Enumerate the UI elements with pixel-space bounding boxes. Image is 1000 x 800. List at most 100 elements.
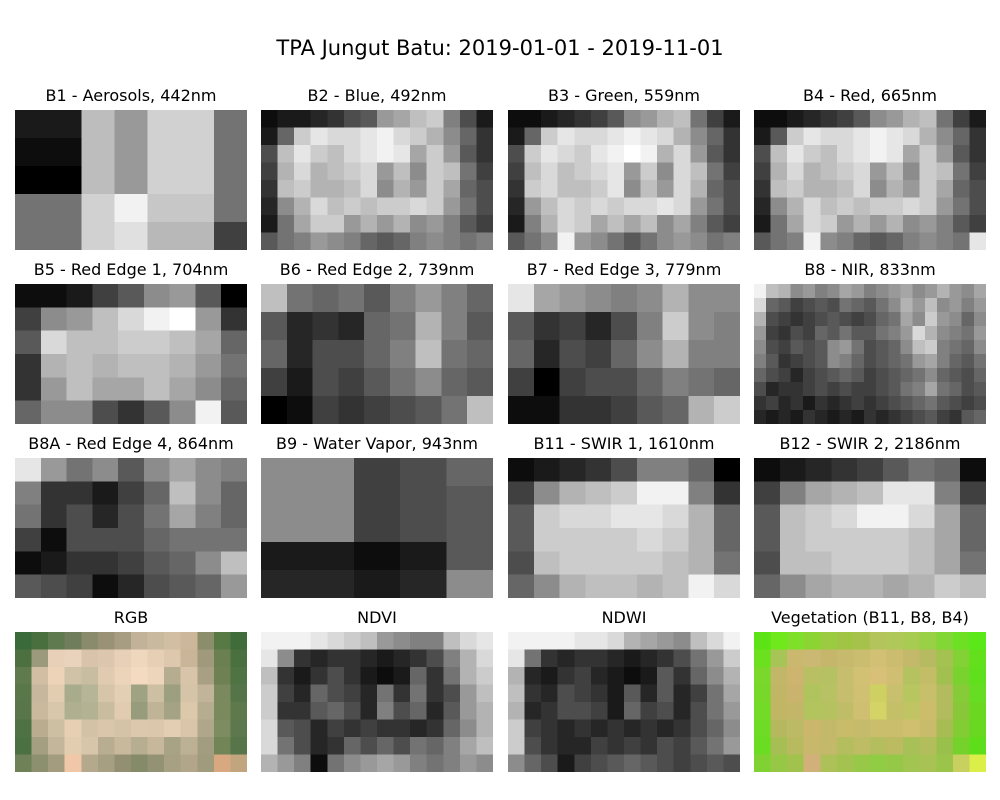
pixel-cell	[574, 215, 592, 234]
pixel-cell	[360, 737, 378, 756]
pixel-cell	[961, 326, 975, 341]
pixel-cell	[377, 719, 395, 738]
pixel-cell	[48, 702, 66, 721]
pixel-cell	[261, 570, 308, 598]
pixel-cell	[714, 574, 740, 598]
pixel-cell	[919, 127, 937, 146]
pixel-cell	[770, 145, 788, 164]
pixel-cell	[836, 215, 855, 234]
pixel-cell	[611, 368, 638, 397]
pixel-cell	[261, 284, 288, 313]
pixel-cell	[851, 340, 865, 355]
pixel-cell	[294, 127, 312, 146]
pixel-cell	[936, 719, 954, 738]
panel-title-b8a-red-edge-4-864nm: B8A - Red Edge 4, 864nm	[28, 434, 234, 453]
pixel-cell	[169, 400, 197, 424]
pixel-cell	[410, 197, 428, 216]
pixel-cell	[443, 737, 461, 756]
pixel-cell	[937, 382, 950, 397]
pixel-cell	[393, 702, 411, 721]
pixel-cell	[221, 458, 247, 482]
pixel-cell	[343, 737, 362, 756]
pixel-cell	[919, 719, 937, 738]
pixel-cell	[673, 632, 691, 651]
pixel-cell	[754, 632, 772, 651]
pixel-cell	[714, 551, 740, 576]
panel-title-b3-green-559nm: B3 - Green, 559nm	[548, 86, 700, 105]
pixel-cell	[754, 481, 781, 506]
pixel-cell	[508, 737, 526, 756]
pixel-cell	[15, 702, 33, 721]
pixel-cell	[673, 667, 691, 686]
pixel-cell	[919, 754, 937, 772]
pixel-cell	[766, 396, 780, 411]
pixel-cell	[851, 368, 865, 383]
pixel-cell	[912, 368, 926, 383]
pixel-cell	[714, 312, 740, 341]
pixel-cell	[195, 458, 222, 482]
pixel-cell	[937, 410, 950, 424]
pixel-cell	[389, 340, 417, 369]
pixel-cell	[277, 684, 295, 703]
pixel-cell	[779, 481, 807, 506]
pixel-cell	[673, 754, 691, 772]
pixel-cell	[338, 396, 365, 424]
pixel-cell	[443, 215, 461, 234]
pixel-cell	[662, 284, 690, 313]
pixel-cell	[230, 719, 247, 738]
pixel-cell	[882, 481, 910, 506]
pixel-cell	[636, 504, 664, 529]
pixel-cell	[839, 368, 853, 383]
pixel-cell	[723, 684, 740, 703]
pixel-cell	[15, 574, 42, 598]
pixel-cell	[836, 667, 855, 686]
pixel-cell	[327, 197, 345, 216]
pixel-cell	[48, 166, 82, 195]
pixel-cell	[574, 197, 592, 216]
pixel-cell	[143, 504, 171, 529]
pixel-cell	[787, 110, 805, 129]
pixel-cell	[143, 574, 171, 598]
pixel-cell	[657, 162, 675, 181]
pixel-cell	[770, 754, 788, 772]
pixel-cell	[426, 649, 444, 668]
pixel-cell	[908, 574, 936, 598]
pixel-cell	[790, 368, 804, 383]
pixel-cell	[706, 110, 725, 129]
pixel-cell	[307, 542, 355, 571]
pixel-cell	[353, 458, 401, 487]
pixel-cell	[180, 737, 198, 756]
pixel-cell	[92, 284, 119, 308]
pixel-cell	[770, 702, 788, 721]
pixel-cell	[662, 458, 690, 482]
pixel-cell	[754, 649, 772, 668]
pixel-cell	[863, 382, 877, 397]
pixel-cell	[836, 180, 855, 199]
pixel-cell	[839, 396, 853, 411]
pixel-cell	[459, 684, 478, 703]
pixel-cell	[919, 110, 937, 129]
pixel-cell	[624, 197, 642, 216]
pixel-cell	[15, 458, 42, 482]
pixel-cell	[15, 377, 42, 402]
pixel-cell	[590, 719, 609, 738]
pixel-cell	[934, 574, 961, 598]
pixel-cell	[949, 298, 963, 313]
panel-title-vegetation-b11-b8-b4: Vegetation (B11, B8, B4)	[771, 608, 969, 627]
pixel-cell	[169, 354, 197, 378]
pixel-cell	[343, 127, 362, 146]
pixel-cell	[853, 145, 871, 164]
pixel-cell	[723, 232, 740, 250]
pixel-cell	[839, 340, 853, 355]
pixel-cell	[195, 551, 222, 576]
pixel-cell	[164, 702, 182, 721]
pixel-cell	[310, 719, 328, 738]
pixel-cell	[853, 110, 871, 129]
pixel-cell	[360, 684, 378, 703]
pixel-cell	[508, 649, 526, 668]
pixel-cell	[443, 754, 461, 772]
pixel-cell	[903, 180, 921, 199]
pixel-cell	[557, 232, 575, 250]
pixel-cell	[441, 284, 468, 313]
pixel-cell	[92, 481, 119, 506]
